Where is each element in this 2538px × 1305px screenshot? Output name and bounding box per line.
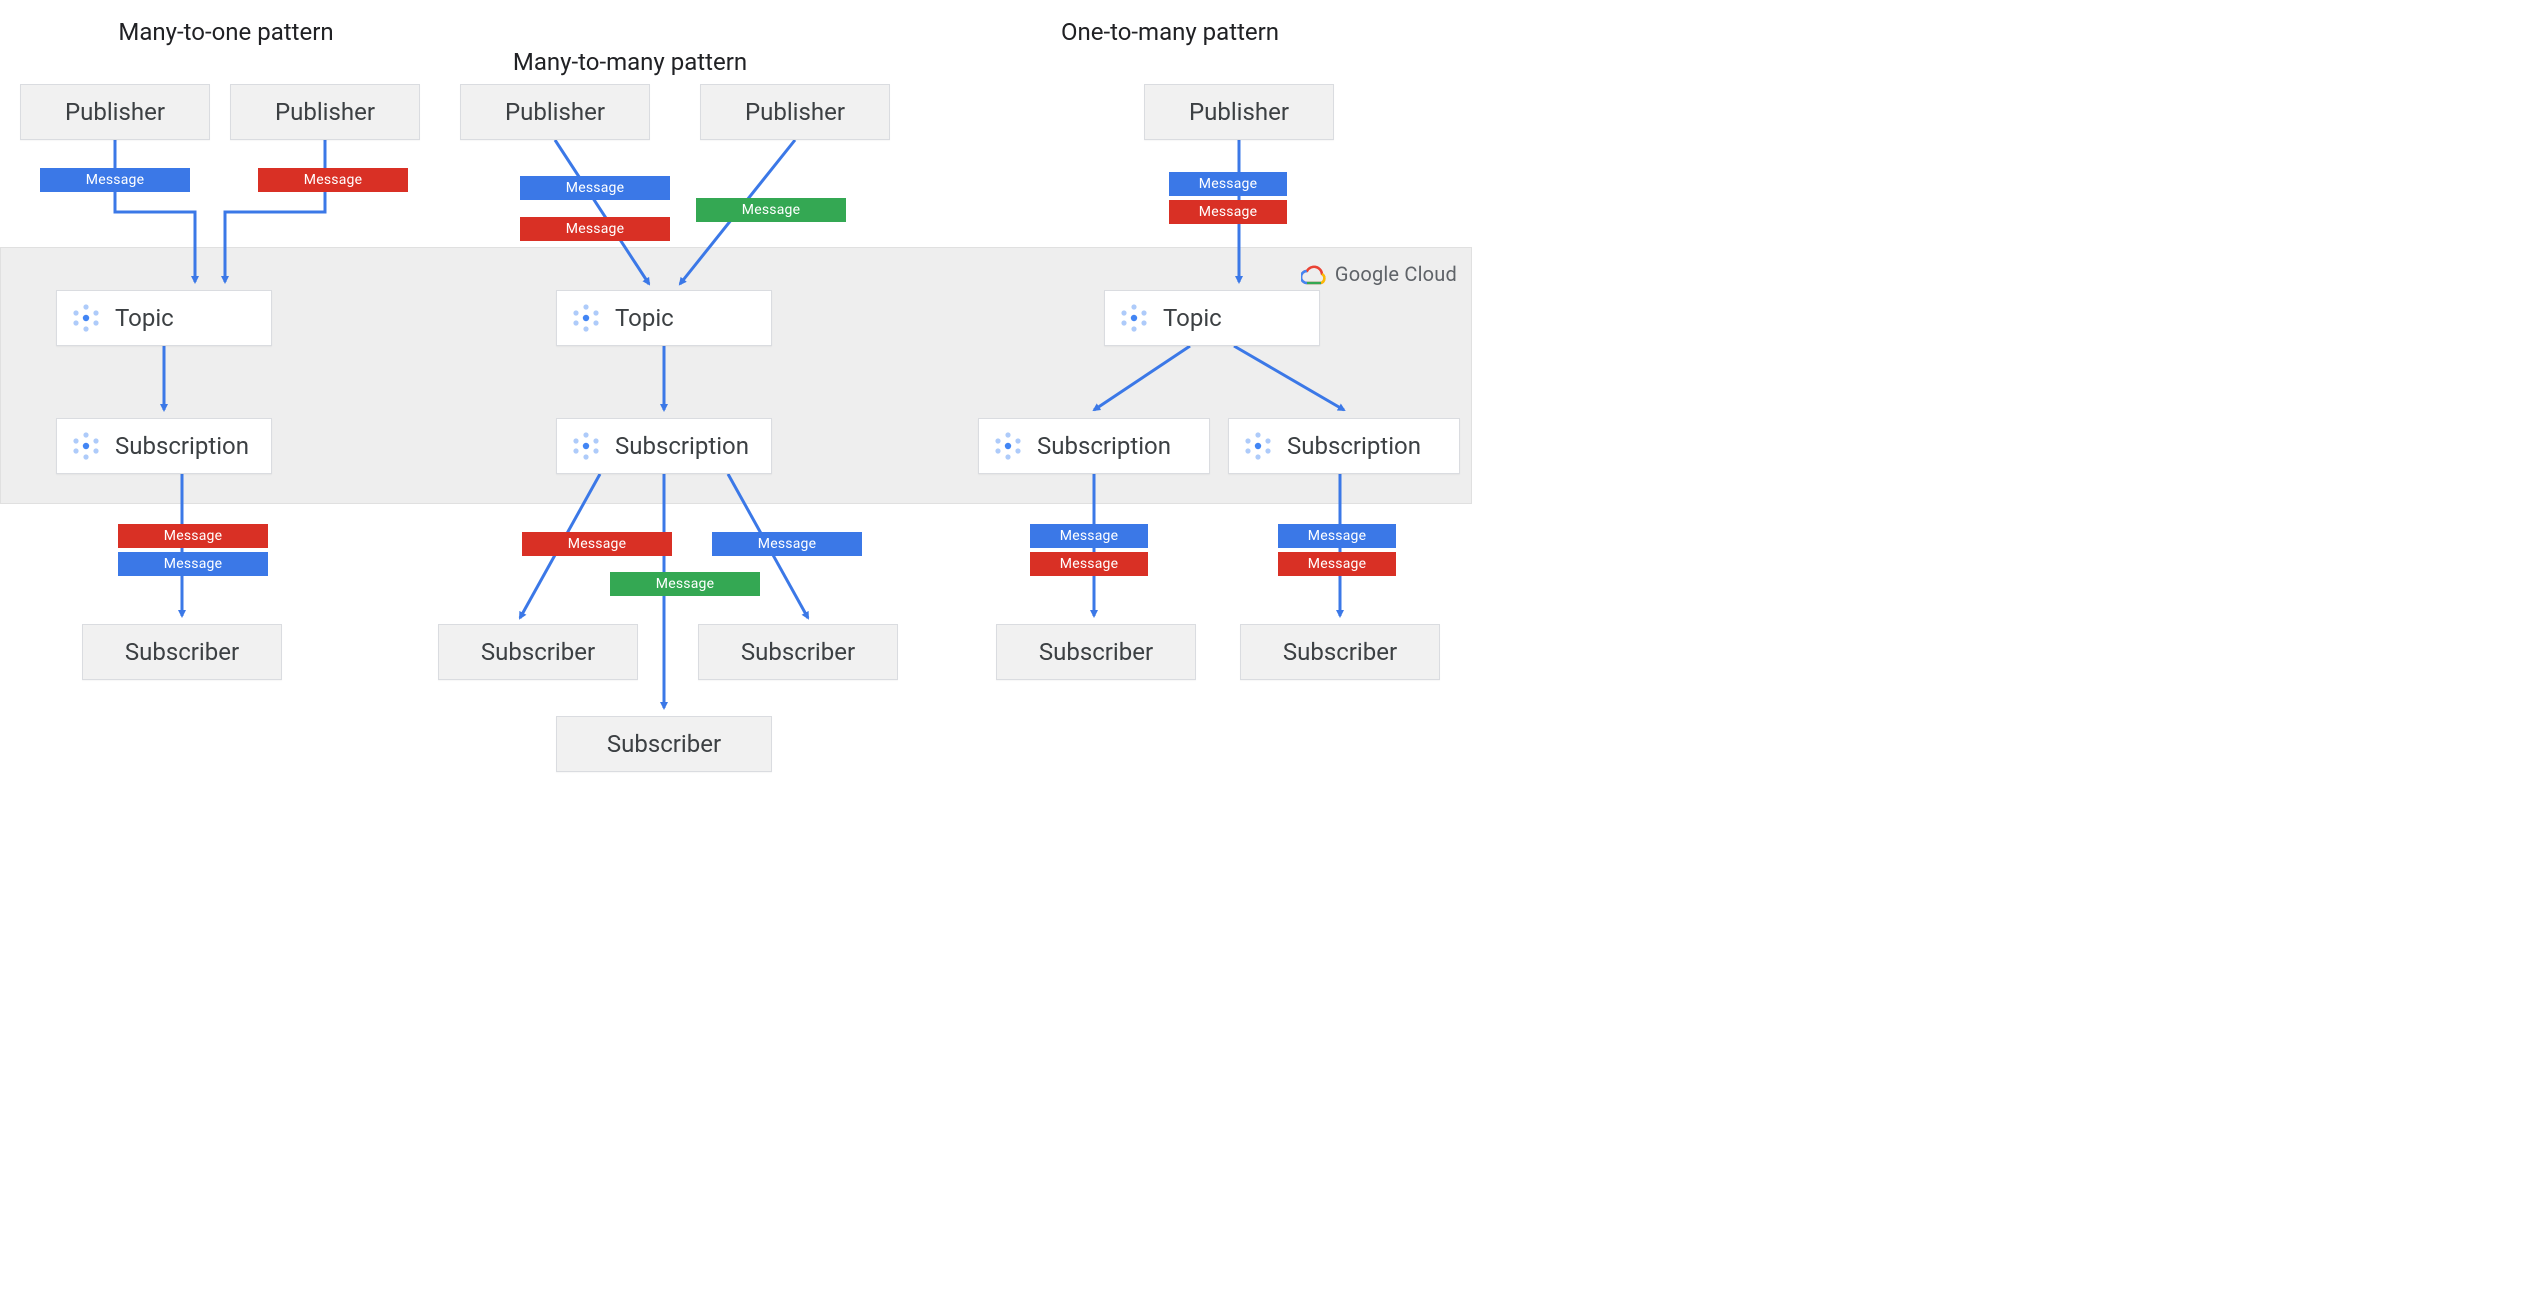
topic-box: Topic bbox=[56, 290, 272, 346]
publisher-label: Publisher bbox=[65, 98, 165, 126]
subscription-box: Subscription bbox=[1228, 418, 1460, 474]
subscriber-box: Subscriber bbox=[698, 624, 898, 680]
message-chip: Message bbox=[118, 552, 268, 576]
title-one-to-many: One-to-many pattern bbox=[1040, 18, 1300, 46]
message-chip: Message bbox=[1169, 172, 1287, 196]
pubsub-icon bbox=[71, 303, 101, 333]
title-many-to-many: Many-to-many pattern bbox=[480, 48, 780, 76]
publisher-label: Publisher bbox=[1189, 98, 1289, 126]
subscriber-label: Subscriber bbox=[125, 638, 239, 666]
subscriber-box: Subscriber bbox=[996, 624, 1196, 680]
message-chip: Message bbox=[712, 532, 862, 556]
subscriber-label: Subscriber bbox=[741, 638, 855, 666]
publisher-box: Publisher bbox=[460, 84, 650, 140]
diagram-canvas: Google Cloud Many-to-one pattern Many-to… bbox=[0, 0, 1472, 780]
message-chip: Message bbox=[520, 176, 670, 200]
topic-box: Topic bbox=[556, 290, 772, 346]
message-chip: Message bbox=[1169, 200, 1287, 224]
publisher-label: Publisher bbox=[505, 98, 605, 126]
message-chip: Message bbox=[258, 168, 408, 192]
google-cloud-logo-text: Google Cloud bbox=[1335, 262, 1457, 286]
message-chip: Message bbox=[118, 524, 268, 548]
message-chip: Message bbox=[1030, 552, 1148, 576]
publisher-box: Publisher bbox=[230, 84, 420, 140]
message-chip: Message bbox=[40, 168, 190, 192]
subscription-label: Subscription bbox=[1287, 432, 1421, 460]
subscription-label: Subscription bbox=[615, 432, 749, 460]
pubsub-icon bbox=[1119, 303, 1149, 333]
google-cloud-logo: Google Cloud bbox=[1301, 262, 1457, 286]
message-chip: Message bbox=[520, 217, 670, 241]
subscriber-box: Subscriber bbox=[1240, 624, 1440, 680]
message-chip: Message bbox=[1030, 524, 1148, 548]
subscriber-box: Subscriber bbox=[438, 624, 638, 680]
pubsub-icon bbox=[1243, 431, 1273, 461]
pubsub-icon bbox=[571, 303, 601, 333]
publisher-box: Publisher bbox=[700, 84, 890, 140]
publisher-label: Publisher bbox=[275, 98, 375, 126]
subscriber-box: Subscriber bbox=[556, 716, 772, 772]
topic-box: Topic bbox=[1104, 290, 1320, 346]
subscription-box: Subscription bbox=[556, 418, 772, 474]
topic-label: Topic bbox=[615, 304, 674, 332]
topic-label: Topic bbox=[115, 304, 174, 332]
subscription-box: Subscription bbox=[978, 418, 1210, 474]
message-chip: Message bbox=[1278, 524, 1396, 548]
subscriber-label: Subscriber bbox=[481, 638, 595, 666]
publisher-label: Publisher bbox=[745, 98, 845, 126]
publisher-box: Publisher bbox=[20, 84, 210, 140]
subscriber-label: Subscriber bbox=[1039, 638, 1153, 666]
subscriber-label: Subscriber bbox=[1283, 638, 1397, 666]
subscription-label: Subscription bbox=[115, 432, 249, 460]
message-chip: Message bbox=[610, 572, 760, 596]
subscription-label: Subscription bbox=[1037, 432, 1171, 460]
message-chip: Message bbox=[522, 532, 672, 556]
pubsub-icon bbox=[71, 431, 101, 461]
message-chip: Message bbox=[1278, 552, 1396, 576]
message-chip: Message bbox=[696, 198, 846, 222]
topic-label: Topic bbox=[1163, 304, 1222, 332]
title-many-to-one: Many-to-one pattern bbox=[96, 18, 356, 46]
subscriber-label: Subscriber bbox=[607, 730, 721, 758]
pubsub-icon bbox=[571, 431, 601, 461]
subscription-box: Subscription bbox=[56, 418, 272, 474]
subscriber-box: Subscriber bbox=[82, 624, 282, 680]
pubsub-icon bbox=[993, 431, 1023, 461]
cloud-icon bbox=[1301, 263, 1327, 285]
publisher-box: Publisher bbox=[1144, 84, 1334, 140]
